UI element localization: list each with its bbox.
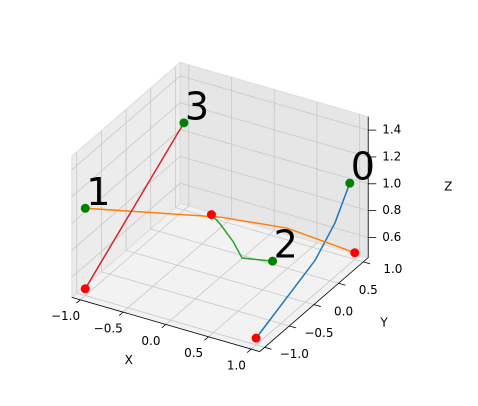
y-tick-label: 0.0 xyxy=(334,304,353,318)
y-axis-label: Y xyxy=(379,316,388,330)
series-line xyxy=(84,122,185,290)
grid-line xyxy=(150,228,339,284)
axis-line xyxy=(71,296,260,352)
y-tick-label: 0.5 xyxy=(359,283,378,297)
grid-line xyxy=(180,75,369,131)
start-point xyxy=(80,203,90,213)
grid-line xyxy=(71,102,181,197)
tick-mark xyxy=(338,282,346,286)
z-tick-label: 1.4 xyxy=(382,123,401,137)
grid-line xyxy=(180,102,369,158)
x-tick-label: 1.0 xyxy=(227,358,246,372)
grid-line xyxy=(101,271,290,327)
start-point xyxy=(345,178,355,188)
z-tick-label: 0.6 xyxy=(382,230,401,244)
tick-mark xyxy=(313,304,321,307)
grid-line xyxy=(76,292,265,348)
grid-line xyxy=(180,156,369,212)
series-label: 1 xyxy=(86,170,110,214)
x-tick-label: −1.0 xyxy=(51,309,80,323)
z-tick-label: 1.0 xyxy=(382,176,401,190)
tick-mark xyxy=(118,311,124,316)
tick-mark xyxy=(264,346,272,350)
grid-line xyxy=(180,129,369,185)
grid-line xyxy=(71,182,181,278)
tick-mark xyxy=(246,348,252,353)
series-label: 3 xyxy=(185,84,209,128)
tick-mark xyxy=(204,336,209,341)
y-tick-label: 1.0 xyxy=(383,262,402,276)
x-tick-label: 0.5 xyxy=(184,346,203,360)
y-tick-label: −0.5 xyxy=(304,326,333,340)
axis-line xyxy=(259,257,369,352)
tick-mark xyxy=(161,324,167,329)
z-tick-label: 0.8 xyxy=(382,203,401,217)
x-axis-label: X xyxy=(125,353,133,367)
z-tick-label: 1.2 xyxy=(382,149,401,163)
end-point xyxy=(80,284,90,294)
x-tick-label: −0.5 xyxy=(94,321,123,335)
grid-line xyxy=(71,156,181,251)
y-tick-label: −1.0 xyxy=(280,347,309,361)
series-line xyxy=(210,214,273,262)
grid-line xyxy=(180,182,369,238)
grid-line xyxy=(125,249,315,305)
tick-mark xyxy=(363,261,371,265)
end-point xyxy=(350,248,360,258)
series-label: 0 xyxy=(351,145,375,189)
series-line xyxy=(255,182,351,339)
end-point xyxy=(206,210,216,220)
start-point xyxy=(268,256,278,266)
tick-mark xyxy=(76,299,81,304)
grid-line xyxy=(71,75,181,171)
end-point xyxy=(251,333,261,343)
x-tick-label: 0.0 xyxy=(141,334,160,348)
start-point xyxy=(179,118,189,128)
series-label: 2 xyxy=(274,223,298,267)
tick-mark xyxy=(289,325,297,329)
z-axis-label: Z xyxy=(444,180,452,194)
series-line xyxy=(85,207,355,254)
